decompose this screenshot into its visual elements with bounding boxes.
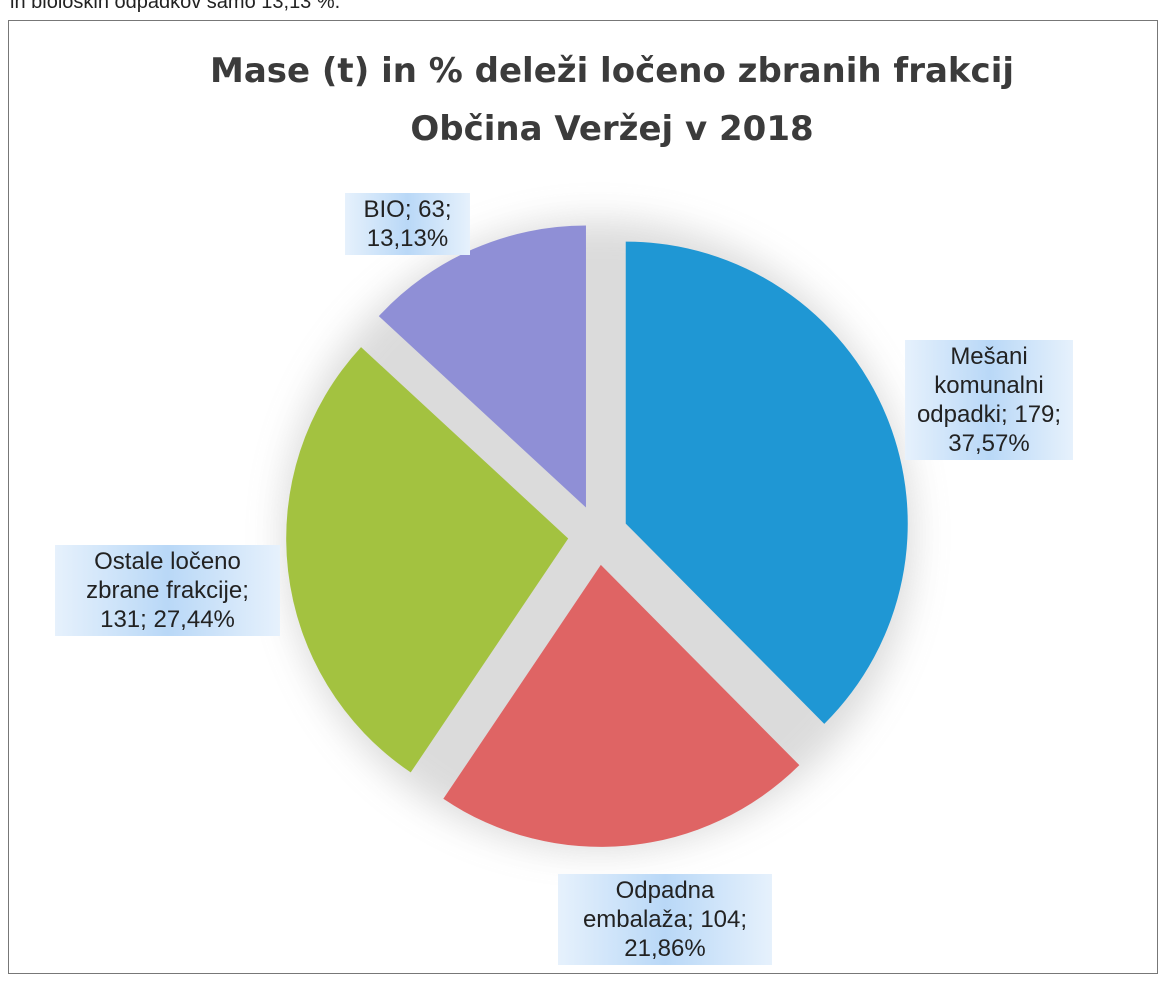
- data-label: Odpadna embalaža; 104; 21,86%: [558, 874, 772, 965]
- header-text: in bioloških odpadkov samo 13,13 %.: [10, 0, 341, 13]
- pie-slice: [625, 241, 908, 724]
- chart-subtitle: Občina Veržej v 2018: [410, 109, 813, 149]
- data-label: BIO; 63; 13,13%: [345, 193, 470, 255]
- pie-slice: [286, 347, 569, 773]
- data-label: Ostale ločeno zbrane frakcije; 131; 27,4…: [55, 545, 280, 636]
- data-label: Mešani komunalni odpadki; 179; 37,57%: [905, 340, 1073, 460]
- chart-title: Mase (t) in % deleži ločeno zbranih frak…: [210, 51, 1014, 91]
- pie-slice: [378, 225, 586, 508]
- pie-slice: [443, 564, 800, 847]
- chart-frame: [8, 20, 1158, 974]
